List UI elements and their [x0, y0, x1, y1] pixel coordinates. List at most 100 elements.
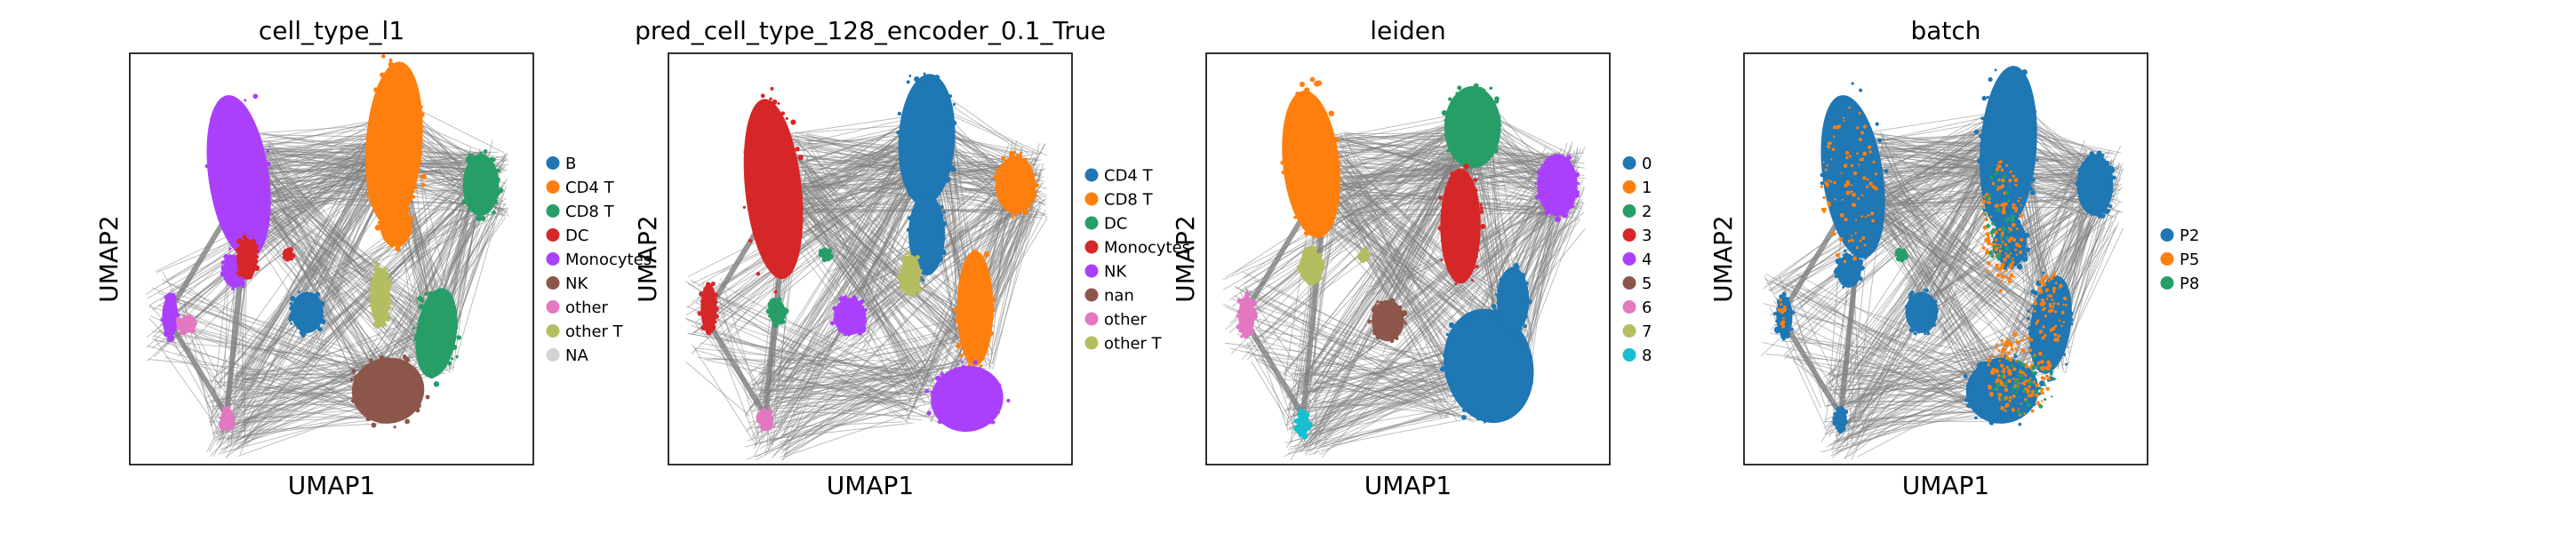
cell-point [290, 322, 293, 325]
cell-point [1995, 343, 1998, 346]
cell-point [1998, 399, 2002, 402]
cell-point [1866, 185, 1869, 188]
cell-point [220, 265, 228, 271]
cell-point [1988, 420, 1995, 426]
cell-point [2009, 252, 2012, 255]
cell-point [1520, 273, 1526, 278]
cell-point [1998, 393, 2003, 397]
cell-point [1306, 426, 1311, 431]
cell-point [926, 410, 932, 416]
graph-edge [758, 421, 904, 429]
cluster-monocytes [743, 99, 804, 280]
cell-point [428, 290, 433, 297]
cell-point [445, 291, 452, 298]
cell-point [1986, 224, 1991, 228]
graph-edge [1792, 278, 1980, 412]
graph-edge [155, 127, 403, 331]
cell-point [2000, 203, 2004, 207]
graph-edge [1324, 170, 1548, 181]
axes-frame [129, 52, 534, 465]
graph-edge [713, 357, 942, 389]
graph-edge [1786, 283, 1981, 410]
cell-point [2020, 402, 2023, 405]
cell-point [182, 314, 186, 318]
cell-point [387, 419, 390, 423]
cell-point [2011, 222, 2016, 227]
graph-edge [1300, 184, 1573, 452]
axes-frame [668, 52, 1073, 465]
legend-label: 3 [1642, 227, 1652, 245]
cell-point [2020, 348, 2026, 354]
cell-point [1389, 338, 1395, 344]
graph-edge [1844, 155, 2087, 426]
cell-point [759, 100, 763, 104]
cell-point [1875, 122, 1879, 126]
cell-point [1996, 388, 1998, 391]
cell-point [1822, 211, 1826, 213]
cell-point [1867, 214, 1870, 217]
cell-point [792, 251, 796, 254]
cell-point [2014, 219, 2021, 226]
cell-point [1835, 266, 1839, 271]
cell-point [2028, 325, 2033, 330]
cell-point [412, 326, 416, 330]
cell-point [1516, 269, 1519, 273]
cell-point [1996, 164, 1999, 167]
cell-point [2000, 274, 2004, 279]
cell-point [912, 292, 917, 298]
cell-point [1992, 245, 1996, 249]
cell-point [2004, 243, 2008, 247]
cell-point [1492, 107, 1499, 114]
cell-point [1824, 141, 1828, 146]
graph-edge [684, 361, 750, 417]
graph-edge [148, 359, 376, 382]
legend-marker [1084, 216, 1099, 230]
graph-edge [709, 291, 911, 391]
cell-point [1835, 124, 1840, 130]
graph-edge [1784, 131, 2004, 289]
cell-point [2014, 378, 2019, 383]
cell-point [778, 272, 783, 276]
cell-point [1467, 316, 1472, 322]
cell-point [1990, 254, 1995, 259]
graph-edge [1765, 273, 1987, 393]
cell-point [2035, 322, 2038, 325]
cell-point [1312, 231, 1318, 238]
cell-point [1994, 184, 1997, 187]
cell-point [2018, 422, 2022, 426]
cell-point [960, 340, 965, 346]
cell-point [1850, 184, 1853, 187]
cell-point [715, 314, 719, 319]
cell-point [2000, 168, 2004, 172]
cell-point [2006, 368, 2012, 373]
cell-point [1536, 170, 1542, 175]
legend-marker [2160, 276, 2174, 290]
cell-point [1844, 183, 1848, 188]
cell-point [1773, 312, 1778, 316]
graph-edge [208, 338, 444, 419]
cell-point [1845, 179, 1851, 185]
graph-edge [230, 197, 508, 392]
cell-point [950, 120, 957, 126]
cell-point [2031, 370, 2035, 374]
cell-point [319, 300, 325, 306]
cell-point [2062, 321, 2065, 323]
cell-point [1976, 362, 1981, 368]
graph-edge [1786, 354, 1853, 384]
cell-point [837, 327, 844, 333]
cluster-other [759, 409, 772, 430]
cell-point [456, 335, 461, 340]
graph-edge [1904, 170, 1996, 287]
cell-point [2001, 215, 2005, 219]
cell-point [1832, 125, 1837, 130]
cell-point [1841, 198, 1844, 201]
graph-edge [1313, 182, 1547, 456]
cell-point [1036, 183, 1040, 187]
graph-edge [779, 407, 912, 443]
cell-point [1573, 171, 1580, 178]
cell-point [2028, 348, 2033, 353]
cell-point [2027, 336, 2031, 340]
cell-point [2022, 378, 2027, 381]
cell-point [1441, 203, 1444, 207]
cell-point [1555, 211, 1559, 217]
